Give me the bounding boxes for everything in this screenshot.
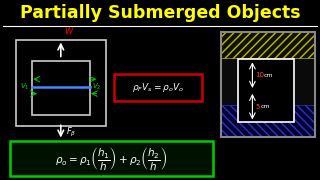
Text: $V_1$: $V_1$	[20, 81, 29, 91]
Bar	[221, 32, 315, 137]
Text: 10: 10	[256, 72, 265, 78]
Bar	[238, 59, 294, 122]
Text: $V_2$: $V_2$	[92, 81, 102, 91]
Text: cm: cm	[260, 104, 270, 109]
Text: $\rho_F V_s = \rho_o V_o$: $\rho_F V_s = \rho_o V_o$	[132, 81, 184, 94]
Text: Partially Submerged Objects: Partially Submerged Objects	[20, 4, 300, 22]
Bar	[221, 32, 315, 58]
Bar	[114, 74, 202, 101]
Bar	[16, 40, 106, 126]
Bar	[10, 141, 213, 176]
Text: $\rho_o = \rho_1\left(\dfrac{h_1}{h}\right) + \rho_2\left(\dfrac{h_2}{h}\right)$: $\rho_o = \rho_1\left(\dfrac{h_1}{h}\rig…	[55, 145, 167, 172]
Bar	[221, 32, 315, 137]
Text: $W$: $W$	[64, 25, 75, 36]
Bar	[221, 105, 315, 137]
Text: $F_\beta$: $F_\beta$	[66, 125, 76, 139]
Bar	[32, 61, 90, 115]
Text: 5: 5	[256, 104, 260, 110]
Text: cm: cm	[264, 73, 273, 78]
